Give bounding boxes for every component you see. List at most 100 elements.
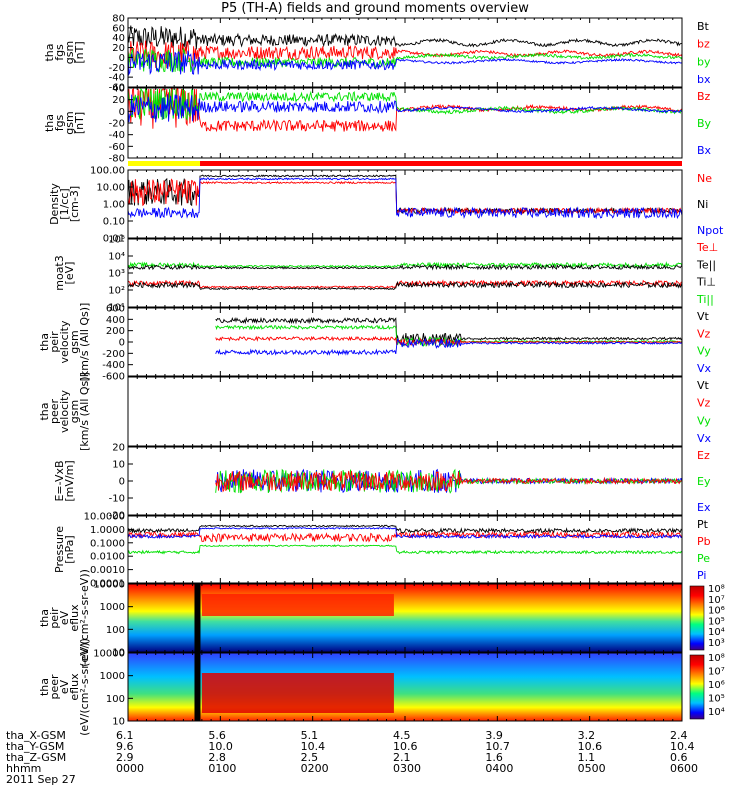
- y-tick-label: 1.00: [103, 200, 125, 211]
- y-axis-label: peer: [48, 674, 61, 700]
- x-axis-row-value: 2.8: [208, 751, 226, 764]
- y-axis-label: E=-VxB: [53, 460, 66, 501]
- by-line: [127, 47, 683, 73]
- y-axis-label: [km/s (All Qs)]: [78, 303, 91, 382]
- y-axis-label: Density: [48, 183, 61, 225]
- legend-entry: Vz: [697, 327, 711, 340]
- y-tick-label: 40: [112, 84, 125, 95]
- y-axis-label: peer: [48, 399, 61, 425]
- status-bar-yellow: [128, 161, 201, 166]
- y-tick-label: -600: [102, 372, 125, 383]
- data-layer: [127, 25, 683, 721]
- tiperp-line: [127, 263, 683, 271]
- legend-entry: Ni: [697, 198, 708, 211]
- y-axis-label: eV: [58, 679, 71, 694]
- vt-line: [215, 316, 683, 345]
- date-label: 2011 Sep 27: [6, 773, 76, 786]
- legend-entry: Vy: [697, 414, 711, 427]
- x-axis-row-value: 3.9: [485, 729, 503, 742]
- legend-entry: bx: [697, 73, 711, 86]
- y-tick-label: 0: [119, 477, 125, 488]
- y-tick-label: -200: [102, 349, 125, 360]
- y-axis-label: [nPa]: [63, 535, 76, 563]
- spectrogram-plateau-8: [201, 594, 394, 616]
- status-bar-red: [200, 161, 682, 166]
- y-tick-label: 0: [119, 53, 125, 64]
- panel-frame: [127, 169, 683, 239]
- legend-entry: Vt: [697, 310, 710, 323]
- y-tick-label: 100.00: [90, 166, 125, 177]
- y-tick-label: 100: [106, 694, 125, 705]
- vx-line: [215, 337, 683, 357]
- legend-entry: Ez: [697, 449, 710, 462]
- y-axis-label: velocity: [58, 320, 71, 363]
- y-tick-label: -40: [109, 130, 125, 141]
- y-tick-label: 20: [112, 95, 125, 106]
- y-axis-label: tha: [38, 402, 51, 420]
- colorbar-label: 10³: [708, 638, 725, 649]
- y-tick-label: 80: [112, 14, 125, 25]
- colorbar-label: 10⁷: [708, 667, 725, 678]
- x-axis-row-label: tha_Z-GSM: [6, 751, 67, 764]
- bt-line: [127, 25, 683, 50]
- y-tick-label: 0: [119, 338, 125, 349]
- y-axis-label: [mV/m]: [63, 460, 76, 501]
- x-axis-row-value: 0600: [670, 762, 698, 775]
- x-axis-row-value: 0.6: [670, 751, 688, 764]
- y-axis-label: eflux: [68, 673, 81, 701]
- y-axis-label: [nT]: [73, 112, 86, 134]
- y-axis-label: [1/cc]: [58, 188, 71, 219]
- x-axis-row-value: 10.6: [577, 740, 603, 753]
- y-tick-label: 10.00: [96, 183, 125, 194]
- y-tick-label: 10000: [93, 649, 125, 660]
- colorbar-label: 10⁴: [708, 627, 725, 638]
- colorbar-label: 10⁸: [708, 653, 725, 664]
- x-axis-row-value: 0200: [300, 762, 329, 775]
- pi-line: [127, 527, 683, 540]
- y-tick-label: 20: [112, 43, 125, 54]
- y-axis-label: [eV]: [63, 262, 76, 285]
- legend-entry: Bz: [697, 90, 711, 103]
- y-axis-label: [cm-3]: [68, 186, 81, 222]
- y-axis-label: fgs: [53, 114, 66, 131]
- y-tick-label: -40: [109, 73, 125, 84]
- y-tick-label: -20: [109, 511, 125, 522]
- y-axis-label: tha: [43, 43, 56, 61]
- y-tick-label: -400: [102, 360, 125, 371]
- y-tick-label: 60: [112, 23, 125, 34]
- tepar-line: [127, 280, 683, 291]
- y-tick-label: 10²: [108, 286, 125, 297]
- y-axis-label: eV: [58, 610, 71, 625]
- y-tick-label: 10¹: [108, 303, 125, 314]
- x-axis-row-value: 2.5: [300, 751, 319, 764]
- y-axis-label: tha: [43, 114, 56, 132]
- x-axis-row-value: 0100: [208, 762, 237, 775]
- y-axis-label: fgs: [53, 44, 66, 61]
- y-tick-label: 10: [112, 648, 125, 659]
- legend-entry: Bt: [697, 20, 710, 33]
- y-tick-label: 40: [112, 33, 125, 44]
- legend-entry: Npot: [697, 224, 724, 237]
- y-axis-label: gsm: [68, 400, 81, 423]
- legend-entry: by: [697, 55, 711, 68]
- y-tick-label: 10³: [108, 269, 125, 280]
- y-tick-label: -20: [109, 63, 125, 74]
- figure-title: P5 (TH-A) fields and ground moments over…: [221, 1, 529, 16]
- legend-entry: Vt: [697, 379, 710, 392]
- x-axis-row-value: 10.7: [485, 740, 510, 753]
- y-axis-label: gsm: [63, 41, 76, 64]
- colorbar-label: 10⁷: [708, 595, 725, 606]
- data-gap-8: [194, 584, 201, 652]
- y-tick-label: 0.1000: [90, 538, 125, 549]
- y-axis-label: peir: [48, 607, 61, 629]
- y-axis-label: (eV/(cm²-s-sr-eV)): [78, 569, 91, 667]
- y-tick-label: 1000: [100, 602, 125, 613]
- legend-entry: Pe: [697, 552, 710, 565]
- y-tick-label: 0.0001: [90, 579, 125, 590]
- legend-entry: Vx: [697, 362, 712, 375]
- legend-entry: Pi: [697, 569, 706, 582]
- y-tick-label: 600: [106, 304, 125, 315]
- ez-line: [215, 470, 683, 493]
- data-gap-9: [194, 653, 201, 721]
